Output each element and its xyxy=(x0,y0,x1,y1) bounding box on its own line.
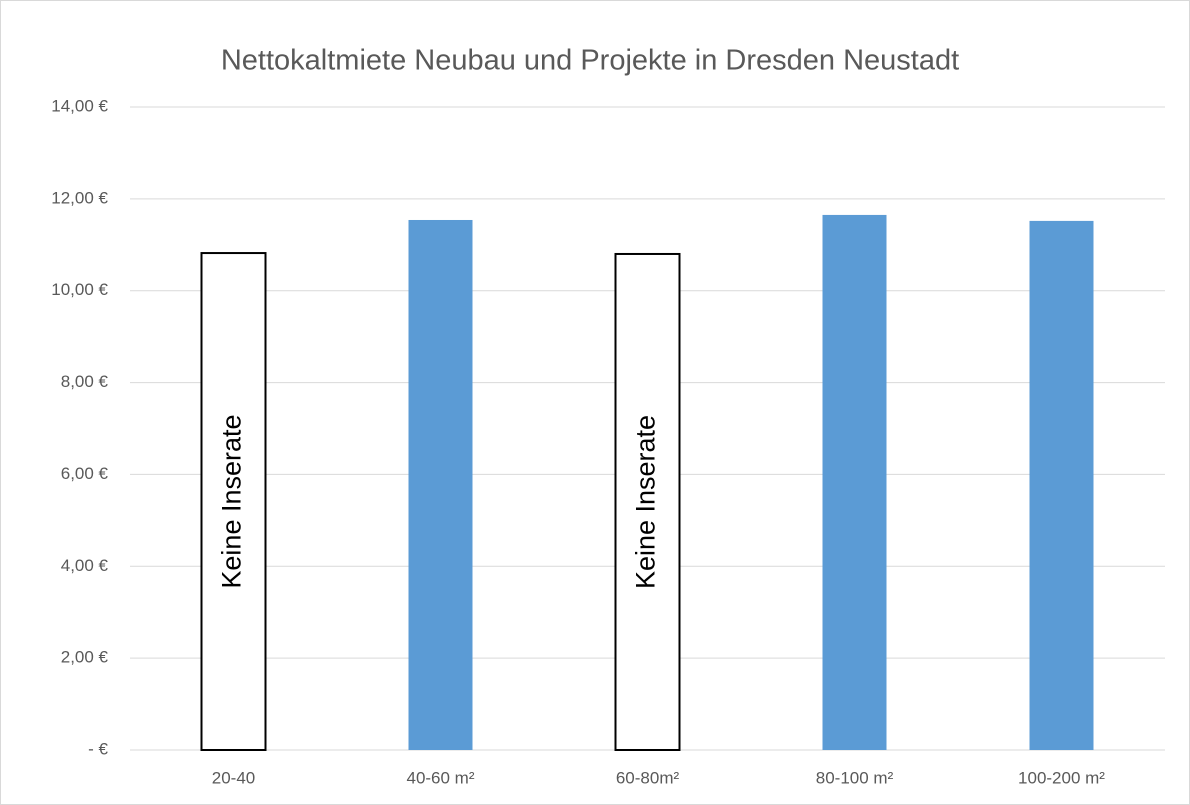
y-tick-label: 6,00 € xyxy=(61,464,109,483)
bar xyxy=(200,252,267,751)
y-tick-label: 14,00 € xyxy=(51,96,108,115)
x-tick-label: 100-200 m² xyxy=(1018,768,1105,787)
y-tick-label: 4,00 € xyxy=(61,556,109,575)
y-tick-label: 12,00 € xyxy=(51,188,108,207)
x-tick-label: 60-80m² xyxy=(616,768,680,787)
bar xyxy=(614,252,681,751)
y-tick-label: 10,00 € xyxy=(51,280,108,299)
annotation: Keine Inserate xyxy=(631,415,661,589)
y-tick-label: - € xyxy=(88,739,108,758)
x-tick-label: 20-40 xyxy=(212,768,255,787)
x-tick-label: 40-60 m² xyxy=(406,768,474,787)
bar xyxy=(408,219,473,751)
chart-title: Nettokaltmiete Neubau und Projekte in Dr… xyxy=(221,45,959,77)
bar xyxy=(1029,220,1094,751)
y-tick-label: 2,00 € xyxy=(61,648,109,667)
bar xyxy=(822,214,887,751)
y-tick-label: 8,00 € xyxy=(61,372,109,391)
x-tick-label: 80-100 m² xyxy=(816,768,894,787)
annotation: Keine Inserate xyxy=(217,414,247,588)
